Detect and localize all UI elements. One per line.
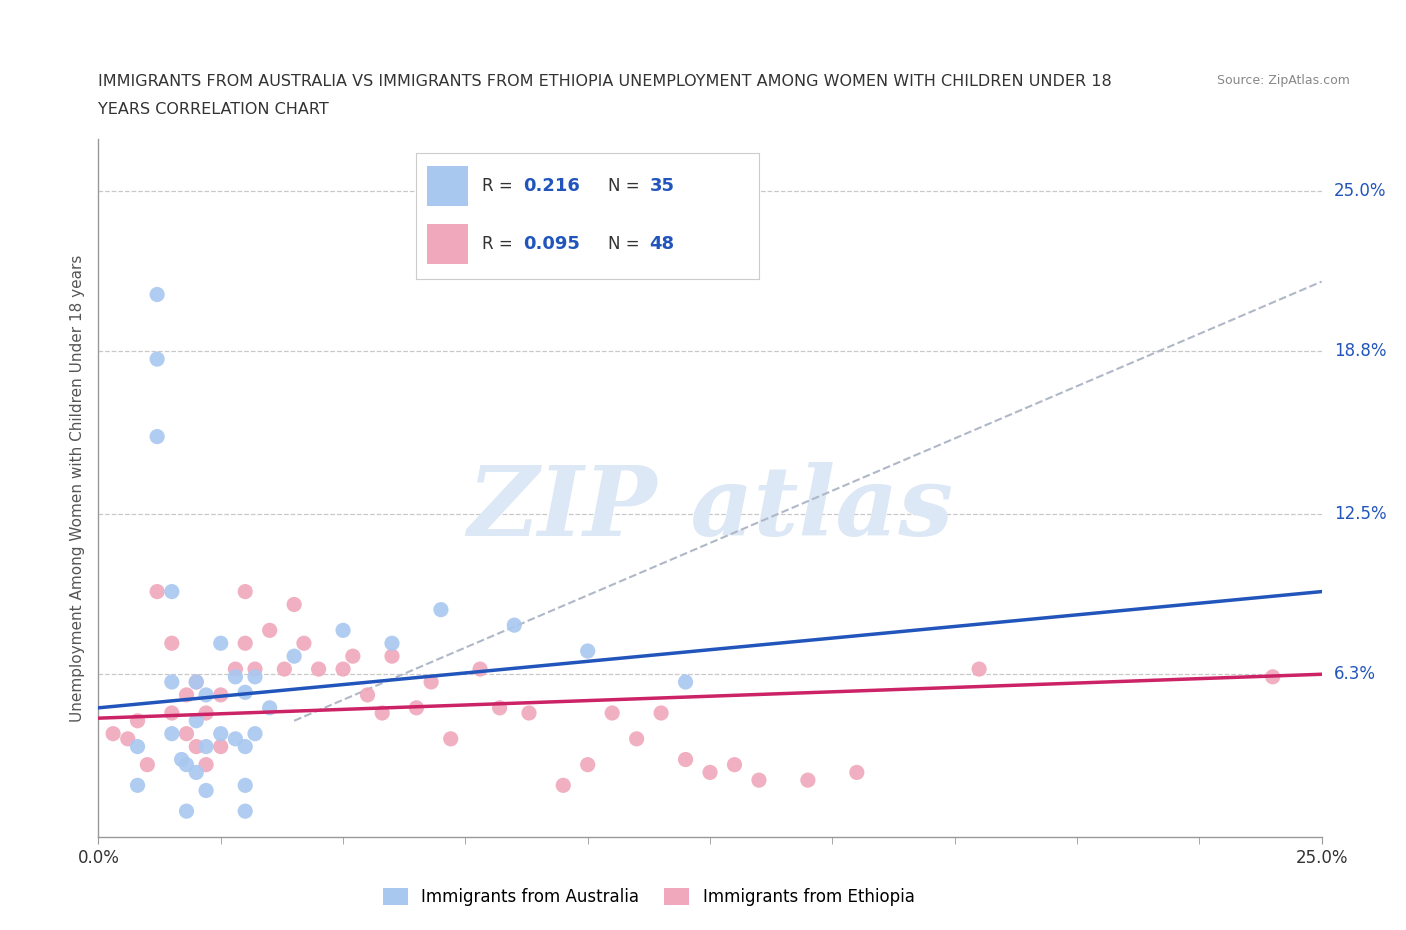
- Point: [224, 670, 246, 684]
- Point: [233, 636, 256, 651]
- Point: [440, 731, 463, 746]
- Point: [292, 636, 315, 651]
- Point: [186, 674, 208, 689]
- Point: [243, 661, 266, 676]
- Point: [186, 739, 208, 754]
- Point: [723, 757, 745, 772]
- Point: [170, 752, 193, 767]
- Point: [845, 765, 868, 780]
- Point: [146, 429, 169, 444]
- Point: [195, 783, 218, 798]
- Point: [259, 623, 281, 638]
- Point: [243, 726, 266, 741]
- Point: [186, 713, 208, 728]
- Point: [967, 661, 990, 676]
- Point: [127, 739, 149, 754]
- Text: YEARS CORRELATION CHART: YEARS CORRELATION CHART: [98, 102, 329, 117]
- Point: [209, 636, 232, 651]
- Point: [195, 687, 218, 702]
- Point: [342, 649, 364, 664]
- Point: [332, 623, 354, 638]
- Legend: Immigrants from Australia, Immigrants from Ethiopia: Immigrants from Australia, Immigrants fr…: [377, 881, 921, 912]
- Point: [273, 661, 295, 676]
- Point: [381, 636, 404, 651]
- Point: [176, 757, 198, 772]
- Point: [101, 726, 124, 741]
- Point: [195, 739, 218, 754]
- Point: [176, 726, 198, 741]
- Point: [233, 584, 256, 599]
- Point: [675, 674, 697, 689]
- Point: [243, 670, 266, 684]
- Point: [127, 713, 149, 728]
- Point: [233, 804, 256, 818]
- Text: 18.8%: 18.8%: [1334, 342, 1386, 360]
- Y-axis label: Unemployment Among Women with Children Under 18 years: Unemployment Among Women with Children U…: [69, 255, 84, 722]
- Point: [626, 731, 648, 746]
- Point: [160, 636, 183, 651]
- Point: [259, 700, 281, 715]
- Point: [233, 684, 256, 699]
- Text: ZIP atlas: ZIP atlas: [467, 462, 953, 556]
- Point: [748, 773, 770, 788]
- Point: [503, 618, 526, 632]
- Point: [195, 706, 218, 721]
- Point: [405, 700, 427, 715]
- Point: [675, 752, 697, 767]
- Point: [381, 649, 404, 664]
- Point: [371, 706, 394, 721]
- Point: [797, 773, 820, 788]
- Text: 6.3%: 6.3%: [1334, 665, 1376, 684]
- Text: 12.5%: 12.5%: [1334, 505, 1386, 523]
- Point: [176, 804, 198, 818]
- Text: Source: ZipAtlas.com: Source: ZipAtlas.com: [1216, 74, 1350, 87]
- Point: [430, 603, 453, 618]
- Point: [146, 584, 169, 599]
- Point: [160, 706, 183, 721]
- Point: [160, 584, 183, 599]
- Text: 25.0%: 25.0%: [1334, 182, 1386, 200]
- Point: [160, 674, 183, 689]
- Point: [136, 757, 159, 772]
- Point: [195, 757, 218, 772]
- Point: [146, 287, 169, 302]
- Point: [209, 726, 232, 741]
- Point: [283, 597, 305, 612]
- Point: [553, 777, 575, 792]
- Point: [576, 644, 599, 658]
- Point: [224, 731, 246, 746]
- Point: [117, 731, 139, 746]
- Point: [576, 757, 599, 772]
- Point: [176, 687, 198, 702]
- Point: [209, 739, 232, 754]
- Point: [308, 661, 330, 676]
- Point: [699, 765, 721, 780]
- Point: [600, 706, 623, 721]
- Point: [356, 687, 378, 702]
- Text: IMMIGRANTS FROM AUSTRALIA VS IMMIGRANTS FROM ETHIOPIA UNEMPLOYMENT AMONG WOMEN W: IMMIGRANTS FROM AUSTRALIA VS IMMIGRANTS …: [98, 74, 1112, 89]
- Point: [233, 777, 256, 792]
- Point: [517, 706, 540, 721]
- Point: [209, 687, 232, 702]
- Point: [468, 661, 491, 676]
- Point: [186, 674, 208, 689]
- Point: [186, 765, 208, 780]
- Point: [420, 674, 443, 689]
- Point: [233, 739, 256, 754]
- Point: [283, 649, 305, 664]
- Point: [160, 726, 183, 741]
- Point: [224, 661, 246, 676]
- Point: [127, 777, 149, 792]
- Point: [1261, 670, 1284, 684]
- Point: [332, 661, 354, 676]
- Point: [650, 706, 672, 721]
- Point: [146, 352, 169, 366]
- Point: [488, 700, 510, 715]
